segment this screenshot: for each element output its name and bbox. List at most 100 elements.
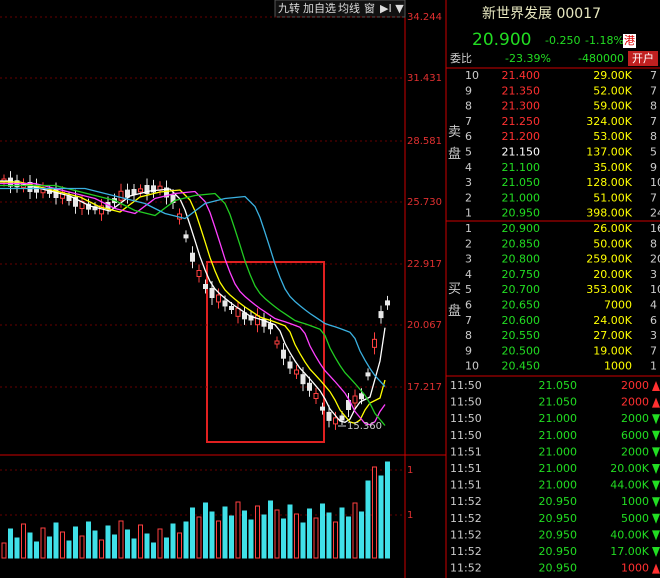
tick-price: 21.050 [539, 396, 578, 409]
candle-body [196, 270, 202, 277]
tick-price: 21.000 [539, 445, 578, 458]
open-account-button[interactable] [628, 51, 658, 66]
tick-time: 11:51 [450, 462, 482, 475]
tick-price: 20.950 [539, 528, 578, 541]
candle-body [378, 311, 384, 319]
badge-bg [623, 34, 636, 48]
volume-bar [112, 534, 117, 559]
book-level: 1 [465, 222, 472, 235]
book-volume: 50.00K [593, 237, 632, 250]
book-level: 4 [465, 161, 472, 174]
candle-body [138, 188, 143, 193]
book-count: 7 [650, 344, 657, 357]
tick-volume: 2000 [621, 396, 649, 409]
book-level: 9 [465, 84, 472, 97]
volume-bar [235, 501, 241, 559]
candle-body [268, 323, 273, 330]
book-level: 8 [465, 100, 472, 113]
book-level: 6 [465, 130, 472, 143]
book-price: 20.650 [502, 299, 541, 312]
candle-body [339, 415, 345, 421]
volume-bar [274, 509, 280, 559]
highlight-box [206, 261, 325, 443]
book-level: 3 [465, 176, 472, 189]
book-count: 8 [650, 100, 657, 113]
tick-price: 21.000 [539, 412, 578, 425]
tick-time: 11:50 [450, 429, 482, 442]
volume-bar [294, 513, 299, 559]
book-count: 8 [650, 237, 657, 250]
book-volume: 20.00K [593, 268, 632, 281]
volume-bar [365, 480, 371, 559]
tick-time: 11:50 [450, 379, 482, 392]
candle-body [294, 369, 299, 375]
tick-volume: 6000 [621, 429, 649, 442]
volume-bar [53, 522, 59, 559]
last-price: 20.900 [472, 30, 531, 50]
candle-body [333, 417, 338, 425]
toolbar-item[interactable]: 均线 [338, 1, 360, 15]
volume-bar [125, 529, 130, 559]
tick-arrow [652, 447, 660, 458]
candle-body [359, 393, 364, 400]
stock-title: 新世界发展 00017 [482, 6, 601, 22]
price-axis-label: 17.217 [407, 382, 442, 393]
toolbar-item[interactable]: 加自选 [303, 2, 336, 15]
book-level: 2 [465, 237, 472, 250]
candle-body [320, 406, 325, 411]
tick-volume: 5000 [621, 512, 649, 525]
candle-body [307, 382, 312, 391]
candle-body [216, 294, 221, 303]
book-count: 7 [650, 115, 657, 128]
book-price: 21.200 [502, 130, 541, 143]
book-volume: 324.00K [586, 115, 632, 128]
open-account-label[interactable]: 开户 [632, 51, 654, 65]
tick-time: 11:51 [450, 445, 482, 458]
tick-time: 11:50 [450, 396, 482, 409]
candle-body [300, 374, 306, 385]
tick-volume: 17.00K [610, 545, 649, 558]
tick-price: 21.000 [539, 479, 578, 492]
book-count: 1 [650, 360, 657, 373]
book-volume: 51.00K [593, 191, 632, 204]
volume-bar [138, 524, 143, 559]
volume-bar [209, 511, 215, 559]
tick-time: 11:52 [450, 495, 482, 508]
book-price: 21.100 [502, 161, 541, 174]
tick-time: 11:50 [450, 412, 482, 425]
book-count: 7 [650, 191, 657, 204]
tick-time: 11:52 [450, 512, 482, 525]
book-level: 5 [465, 146, 472, 159]
price-axis-label: 20.067 [407, 320, 442, 331]
book-price: 20.800 [502, 253, 541, 266]
book-price: 21.000 [502, 191, 541, 204]
book-count: 3 [650, 268, 657, 281]
book-level: 9 [465, 344, 472, 357]
volume-bar [183, 521, 189, 559]
candle-body [66, 196, 72, 201]
book-price: 21.400 [502, 69, 541, 82]
toolbar-item[interactable]: 九转 [278, 1, 300, 15]
tick-price: 20.950 [539, 562, 578, 575]
volume-bar [346, 516, 351, 559]
volume-bar [34, 541, 39, 559]
volume-bar [242, 510, 247, 559]
tick-arrow [652, 430, 660, 441]
toolbar-item[interactable]: 窗 [364, 1, 375, 15]
moving-average [0, 187, 386, 387]
candle-body [144, 185, 150, 194]
candle-body [352, 395, 358, 404]
book-volume: 27.00K [593, 329, 632, 342]
tick-arrow [652, 513, 660, 524]
volume-bar [287, 504, 293, 559]
book-price: 21.050 [502, 176, 541, 189]
tick-volume: 44.00K [610, 479, 649, 492]
book-count: 10 [650, 176, 660, 189]
tick-volume: 20.00K [610, 462, 649, 475]
volume-bar [47, 536, 52, 559]
book-price: 20.900 [502, 222, 541, 235]
book-volume: 26.00K [593, 222, 632, 235]
book-volume: 398.00K [586, 207, 632, 220]
tick-time: 11:52 [450, 528, 482, 541]
